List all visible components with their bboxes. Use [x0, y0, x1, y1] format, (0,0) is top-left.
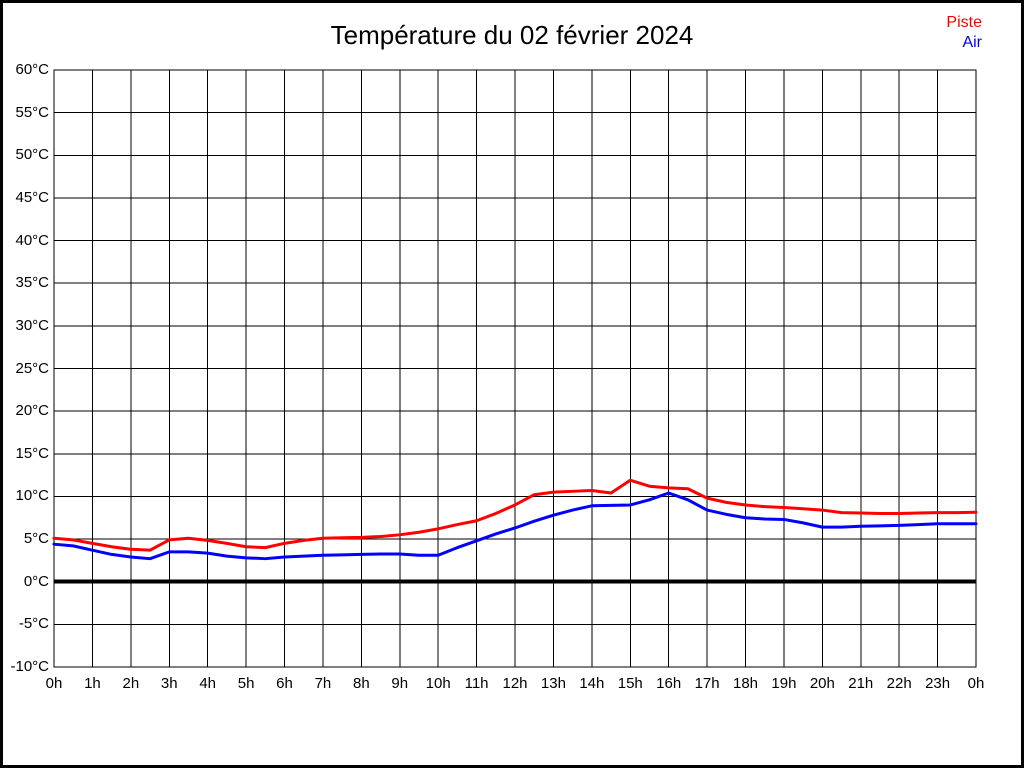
- x-axis-tick-label: 4h: [199, 675, 216, 692]
- x-axis-tick-label: 12h: [502, 675, 528, 692]
- x-axis-tick-label: 11h: [464, 675, 489, 692]
- x-axis-tick-label: 21h: [848, 675, 874, 692]
- y-axis-tick-label: 60°C: [15, 61, 49, 78]
- y-axis-tick-label: 30°C: [15, 316, 49, 334]
- plot-frame: [53, 69, 977, 668]
- x-axis-tick-label: 16h: [656, 675, 682, 692]
- x-axis-tick-label: 20h: [809, 675, 835, 692]
- x-axis-tick-label: 17h: [694, 675, 720, 692]
- chart-title: Température du 02 février 2024: [330, 20, 694, 50]
- y-axis-tick-label: -5°C: [18, 615, 49, 633]
- x-axis-tick-label: 0h: [45, 675, 63, 692]
- y-axis-tick-label: 50°C: [15, 146, 49, 164]
- x-axis-tick-label: 2h: [122, 675, 140, 692]
- y-axis-tick-label: 15°C: [15, 444, 49, 462]
- x-axis-tick-label: 6h: [276, 675, 293, 692]
- y-axis-tick-label: 40°C: [15, 231, 49, 249]
- y-axis-tick-label: 0°C: [23, 572, 49, 590]
- legend-piste-label: Piste: [946, 14, 982, 31]
- legend-air-label: Air: [962, 34, 982, 51]
- y-axis-tick-label: 20°C: [15, 402, 49, 420]
- y-axis-tick-label: 10°C: [15, 487, 49, 505]
- y-axis-tick-label: 25°C: [15, 359, 49, 377]
- x-axis-tick-label: 22h: [886, 675, 912, 692]
- y-axis-tick-label: -10°C: [10, 658, 49, 675]
- x-axis-tick-label: 14h: [579, 675, 605, 692]
- x-axis-tick-label: 8h: [352, 675, 370, 692]
- x-axis-tick-label: 0h: [967, 675, 985, 692]
- temperature-line-chart: [52, 69, 978, 668]
- x-axis-tick-label: 18h: [732, 675, 759, 692]
- x-axis-tick-label: 1h: [84, 675, 101, 692]
- x-axis-tick-label: 5h: [237, 675, 255, 692]
- y-axis-tick-label: 5°C: [23, 530, 49, 548]
- x-axis-tick-label: 15h: [617, 675, 643, 692]
- y-axis-tick-label: 55°C: [15, 103, 49, 121]
- air-line: [52, 491, 978, 561]
- x-axis-tick-label: 7h: [314, 675, 332, 692]
- x-axis-tick-label: 13h: [540, 675, 566, 692]
- x-axis-tick-label: 23h: [925, 675, 951, 692]
- x-axis-tick-label: 3h: [160, 675, 178, 692]
- x-axis-tick-label: 9h: [391, 675, 409, 692]
- chart-legend: Piste Air: [946, 13, 982, 53]
- y-axis-tick-label: 45°C: [15, 188, 49, 206]
- x-axis-tick-label: 10h: [425, 675, 451, 692]
- x-axis-tick-label: 19h: [771, 675, 797, 692]
- y-axis-tick-label: 35°C: [15, 274, 49, 292]
- piste-line: [52, 478, 978, 552]
